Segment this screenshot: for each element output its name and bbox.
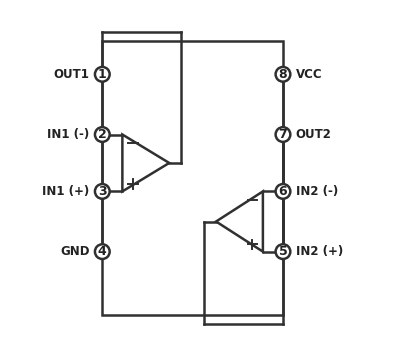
Text: 3: 3 bbox=[98, 185, 106, 198]
Text: 2: 2 bbox=[98, 128, 106, 141]
Text: 6: 6 bbox=[278, 185, 287, 198]
Text: IN2 (+): IN2 (+) bbox=[295, 245, 342, 258]
Bar bbox=[102, 41, 282, 315]
Circle shape bbox=[95, 244, 109, 259]
Circle shape bbox=[95, 67, 109, 82]
Circle shape bbox=[275, 67, 290, 82]
Circle shape bbox=[275, 244, 290, 259]
Text: IN1 (+): IN1 (+) bbox=[42, 185, 89, 198]
Circle shape bbox=[95, 127, 109, 142]
Text: OUT1: OUT1 bbox=[54, 68, 89, 81]
Circle shape bbox=[275, 127, 290, 142]
Text: 8: 8 bbox=[278, 68, 287, 81]
Text: GND: GND bbox=[60, 245, 89, 258]
Text: IN2 (-): IN2 (-) bbox=[295, 185, 337, 198]
Text: 4: 4 bbox=[98, 245, 106, 258]
Text: 5: 5 bbox=[278, 245, 287, 258]
Text: OUT2: OUT2 bbox=[295, 128, 331, 141]
Circle shape bbox=[95, 184, 109, 199]
Text: 7: 7 bbox=[278, 128, 287, 141]
Text: IN1 (-): IN1 (-) bbox=[47, 128, 89, 141]
Circle shape bbox=[275, 184, 290, 199]
Text: VCC: VCC bbox=[295, 68, 322, 81]
Text: 1: 1 bbox=[98, 68, 106, 81]
